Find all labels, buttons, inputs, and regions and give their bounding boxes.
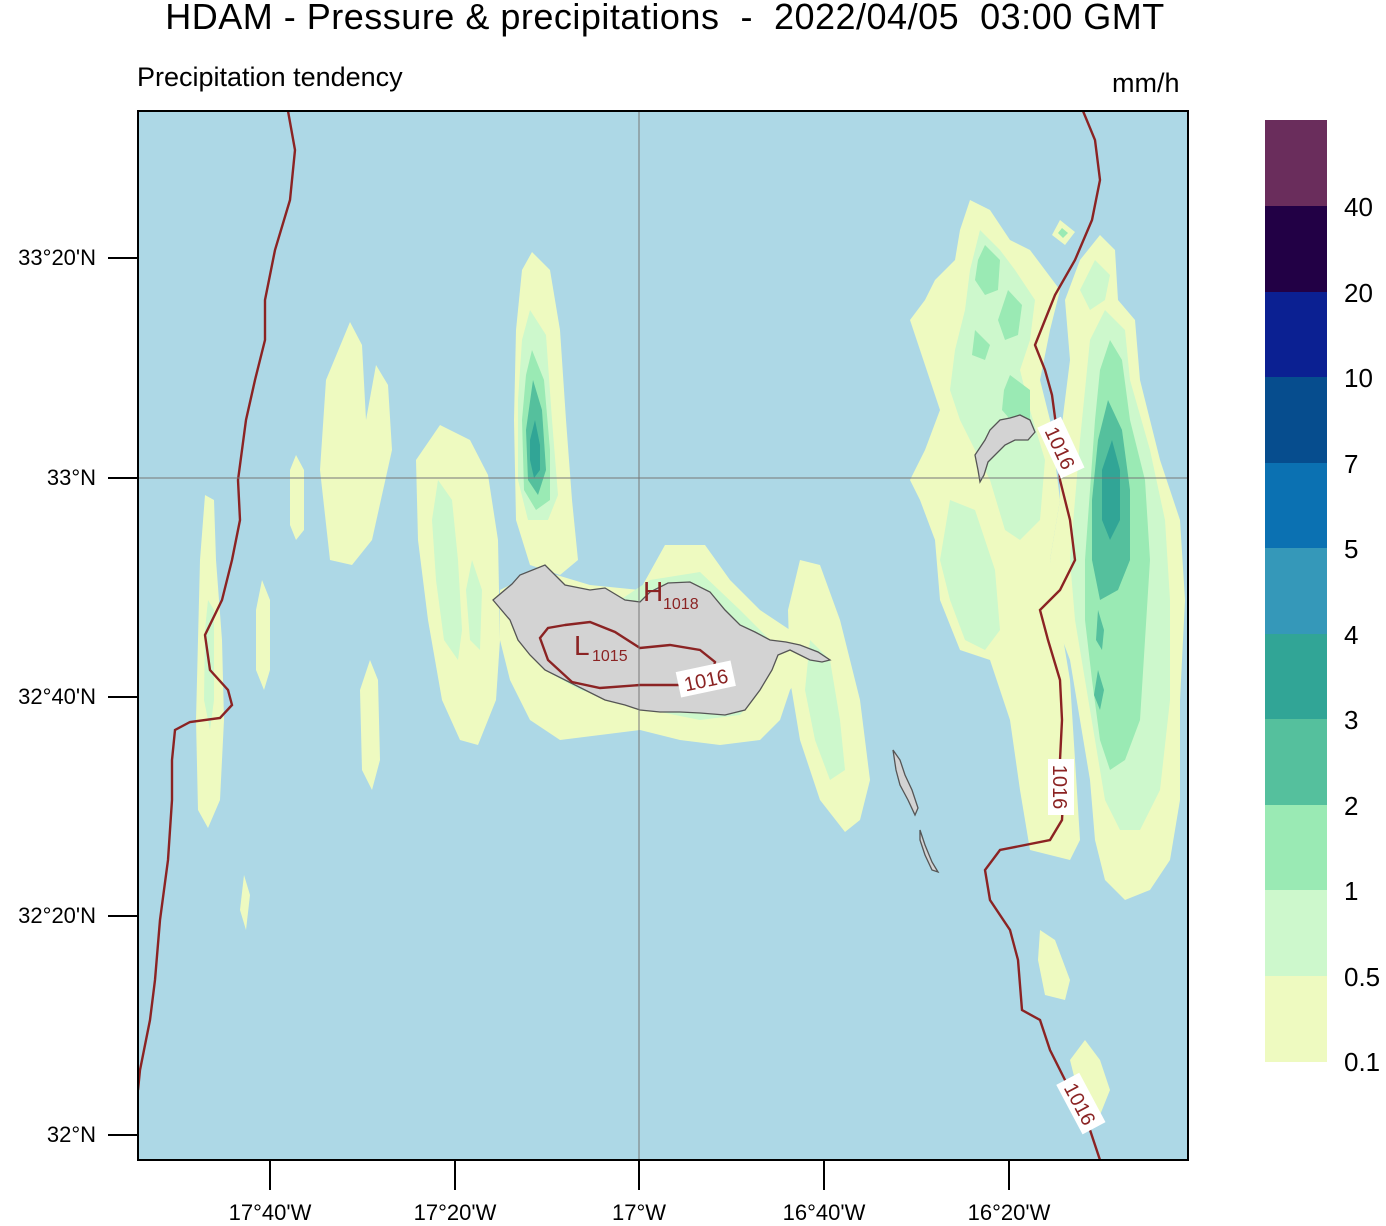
precip-region <box>972 330 990 360</box>
precip-region <box>1058 228 1068 238</box>
pressure-centers: H 1018 L 1015 <box>574 576 699 665</box>
colorbar-swatch <box>1265 719 1327 805</box>
lon-label: 17°40'W <box>228 1200 312 1225</box>
lat-label: 32°N <box>46 1122 96 1147</box>
colorbar-swatch <box>1265 634 1327 719</box>
colorbar-label: 20 <box>1344 278 1373 308</box>
precip-region <box>805 640 845 780</box>
colorbar-label: 7 <box>1344 449 1359 479</box>
precip-region <box>466 560 482 650</box>
colorbar-swatch <box>1265 292 1327 377</box>
lon-label: 16°40'W <box>782 1200 866 1225</box>
colorbar-swatch <box>1265 890 1327 976</box>
islands <box>492 414 1036 874</box>
precip-region <box>240 875 250 930</box>
low-letter: L <box>574 630 590 661</box>
colorbar-label: 2 <box>1344 791 1359 821</box>
isobar-line <box>138 111 297 1091</box>
precip-region <box>360 660 380 790</box>
lat-label: 32°40'N <box>18 684 96 709</box>
colorbar <box>1265 120 1327 1062</box>
precip-region <box>256 580 270 690</box>
precip-region <box>1096 610 1104 650</box>
colorbar-swatch <box>1265 206 1327 292</box>
high-value: 1018 <box>663 596 699 613</box>
lon-label: 17°20'W <box>413 1200 497 1225</box>
porto-santo-island <box>974 414 1036 484</box>
desertas-islands <box>892 749 940 874</box>
precip-region <box>432 480 462 660</box>
axis-ticks <box>108 257 1010 1190</box>
precip-region <box>320 322 392 565</box>
precip-region <box>998 290 1022 340</box>
isobar-line <box>983 111 1102 1160</box>
precip-region <box>290 455 304 540</box>
lat-label: 33°20'N <box>18 245 96 270</box>
lon-label: 17°W <box>611 1200 667 1225</box>
isobar-label: 1016 <box>1048 765 1070 810</box>
map-subtitle: Precipitation tendency <box>137 62 403 92</box>
lat-label: 33°N <box>46 465 96 490</box>
lon-label: 16°20'W <box>967 1200 1051 1225</box>
precip-region <box>910 200 1080 860</box>
lat-label: 32°20'N <box>18 903 96 928</box>
precip-region <box>1002 375 1030 425</box>
precip-region <box>1080 260 1110 310</box>
colorbar-label: 10 <box>1344 363 1373 393</box>
colorbar-label: 0.5 <box>1344 962 1381 992</box>
colorbar-swatch <box>1265 548 1327 634</box>
graticule <box>138 111 1188 1160</box>
precip-region <box>530 420 540 478</box>
plot-frame <box>137 110 1189 1161</box>
colorbar-label: 40 <box>1344 192 1373 222</box>
colorbar-label: 0.1 <box>1344 1047 1381 1077</box>
map-title: HDAM - Pressure & precipitations - 2022/… <box>165 0 1165 37</box>
colorbar-swatch <box>1265 805 1327 890</box>
colorbar-label: 3 <box>1344 705 1359 735</box>
colorbar-label: 5 <box>1344 534 1359 564</box>
colorbar-swatch <box>1265 463 1327 548</box>
colorbar-swatch <box>1265 120 1327 206</box>
colorbar-swatch <box>1265 377 1327 463</box>
precip-region <box>975 245 1000 295</box>
precip-region <box>1094 670 1104 710</box>
units-label: mm/h <box>1112 68 1180 98</box>
madeira-island <box>492 564 832 716</box>
low-value: 1015 <box>592 648 628 665</box>
precip-region <box>1102 440 1120 540</box>
colorbar-label: 1 <box>1344 876 1359 906</box>
colorbar-label: 4 <box>1344 620 1359 650</box>
precip-region <box>940 500 1000 650</box>
colorbar-swatch <box>1265 976 1327 1062</box>
precip-region <box>1038 930 1070 1000</box>
high-letter: H <box>643 576 663 607</box>
